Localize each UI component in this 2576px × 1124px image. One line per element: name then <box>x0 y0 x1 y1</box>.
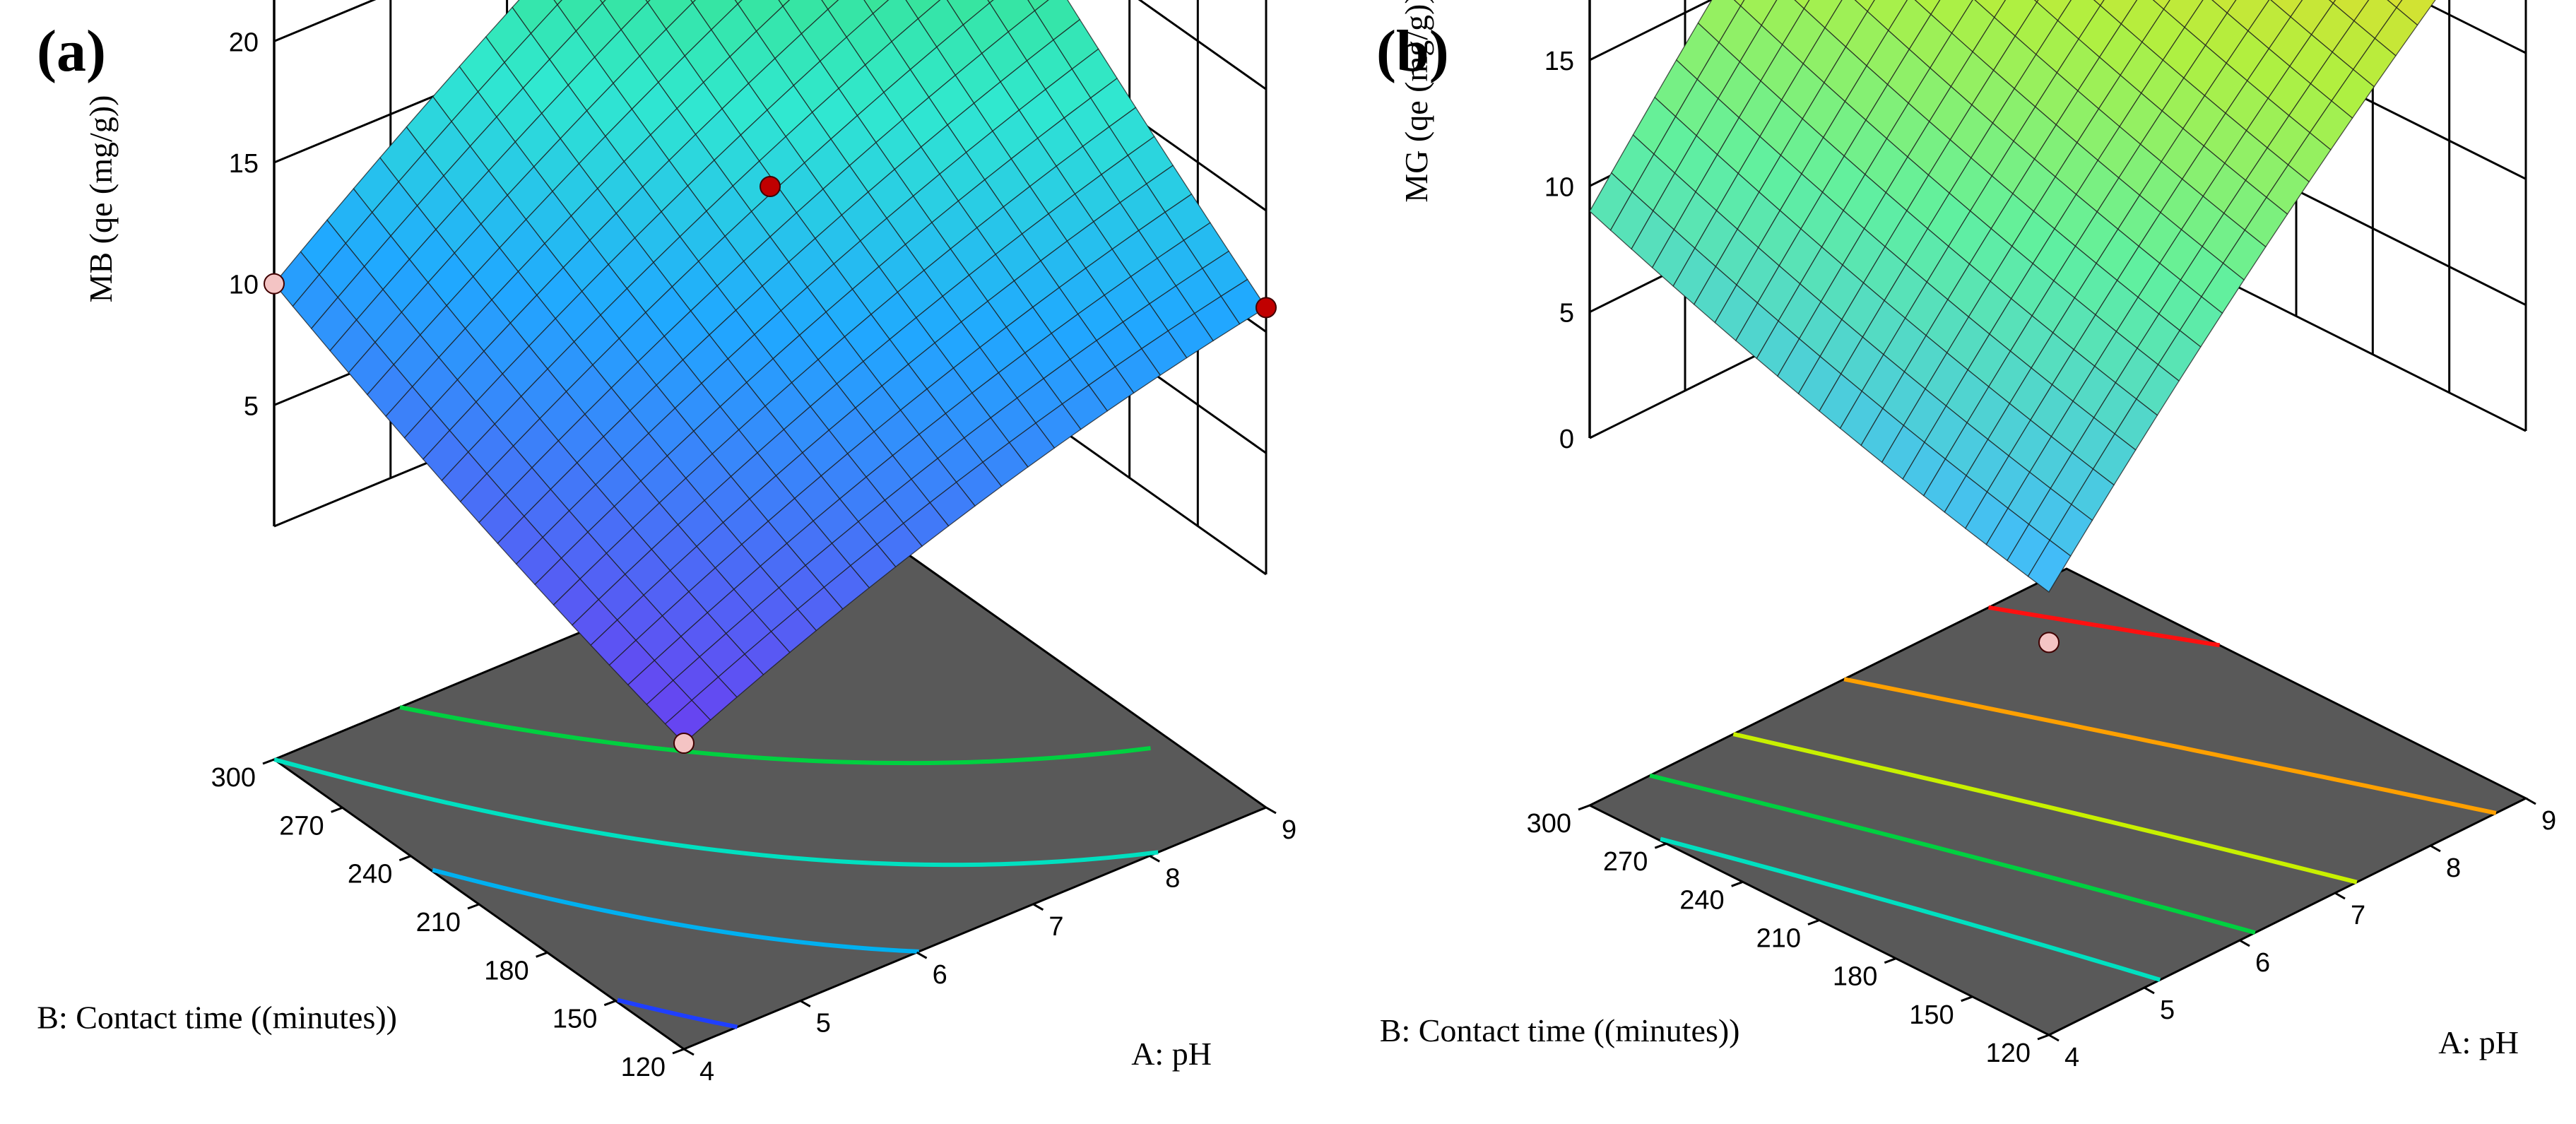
contour-line-1 <box>432 868 919 954</box>
floor <box>1587 567 2529 1036</box>
design-point-0 <box>264 273 285 295</box>
z-tick-label: 15 <box>1544 47 1574 76</box>
tick-labels: 051015202530456789120150180210240270300 <box>1527 47 2557 1072</box>
design-points <box>2038 632 2060 653</box>
z-tick-label: 20 <box>229 28 259 57</box>
y-tick-label: 270 <box>1603 847 1648 877</box>
y-tick-label: 150 <box>553 1005 597 1034</box>
y-tick-label: 210 <box>416 908 461 937</box>
z-tick-label: 10 <box>1544 172 1574 202</box>
y-axis-title: B: Contact time ((minutes)) <box>37 1000 397 1036</box>
z-tick-label: 5 <box>244 391 259 421</box>
y-tick-label: 180 <box>1833 962 1877 992</box>
x-tick-label: 4 <box>699 1057 714 1087</box>
panel-label: (a) <box>37 18 106 84</box>
contour-line-3 <box>399 705 1151 766</box>
z-tick-label: 10 <box>229 271 259 300</box>
panel-label: (b) <box>1376 18 1449 84</box>
design-point-1 <box>2038 632 2060 653</box>
response-surface <box>1589 0 2436 593</box>
surface-cell <box>1854 0 1875 13</box>
surface-cell <box>2387 0 2403 8</box>
x-axis-title: A: pH <box>2438 1024 2519 1060</box>
design-point-1 <box>673 733 695 754</box>
x-tick-label: 8 <box>2446 853 2461 883</box>
x-tick-label: 9 <box>1282 815 1296 845</box>
x-tick-label: 6 <box>2255 948 2270 978</box>
surface-cell <box>778 0 791 7</box>
y-tick-label: 150 <box>1909 1000 1954 1030</box>
contour-line-2 <box>273 757 1159 868</box>
y-tick-label: 300 <box>1527 809 1571 839</box>
contour-line-1 <box>1649 773 2256 935</box>
contour-line-3 <box>1843 677 2497 815</box>
x-tick-label: 5 <box>816 1009 831 1039</box>
y-tick-label: 210 <box>1756 924 1801 954</box>
surface-cell <box>553 0 563 6</box>
surface-cell <box>2027 539 2072 593</box>
z-axis-title: MG (qe (mg/g)) <box>1398 0 1434 203</box>
axis-titles: MB (qe (mg/g)) A: pH B: Contact time ((min… <box>37 95 1212 1072</box>
y-tick-label: 180 <box>484 956 528 986</box>
design-point-2 <box>760 176 781 197</box>
x-tick-label: 4 <box>2064 1043 2079 1072</box>
y-tick-label: 120 <box>1986 1039 2031 1068</box>
design-point-4 <box>1255 297 1277 319</box>
contour-line-4 <box>1987 605 2221 648</box>
contour-line-0 <box>617 998 738 1029</box>
x-tick-label: 5 <box>2160 995 2175 1025</box>
response-surface <box>273 0 1267 744</box>
contour-line-0 <box>1660 836 2161 982</box>
z-tick-label: 15 <box>229 149 259 179</box>
panel-a: 51015202530456789120150180210240270300MB… <box>37 0 1296 1087</box>
y-tick-label: 240 <box>1679 885 1724 915</box>
tick-labels: 51015202530456789120150180210240270300 <box>211 28 1297 1087</box>
surface-cell <box>863 0 890 15</box>
panel-b: 051015202530456789120150180210240270300M… <box>1376 0 2556 1072</box>
surface-cell <box>2093 0 2105 6</box>
y-tick-label: 120 <box>621 1053 666 1082</box>
x-axis-title: A: pH <box>1131 1036 1212 1072</box>
surface-cell <box>734 0 743 5</box>
surface-cell <box>664 699 711 744</box>
x-tick-label: 8 <box>1165 863 1180 893</box>
x-tick-label: 6 <box>933 960 947 990</box>
y-tick-label: 240 <box>348 860 392 889</box>
z-axis-title: MB (qe (mg/g)) <box>83 95 119 303</box>
y-axis-title: B: Contact time ((minutes)) <box>1380 1012 1740 1048</box>
surface-cell <box>1733 0 1745 7</box>
axis-titles: MG (qe (mg/g)) A: pH B: Contact time ((min… <box>1380 0 2519 1060</box>
y-tick-label: 270 <box>279 811 324 841</box>
y-tick-label: 300 <box>211 763 256 793</box>
x-tick-label: 7 <box>2351 901 2365 930</box>
surface-cell <box>2152 0 2170 11</box>
z-tick-label: 0 <box>1559 425 1574 454</box>
surface-cell <box>1794 0 1810 10</box>
surface-cell <box>821 0 839 11</box>
contour-line-2 <box>1732 732 2358 885</box>
x-tick-label: 7 <box>1048 912 1063 942</box>
design-points <box>264 176 1277 754</box>
z-tick-label: 5 <box>1559 299 1574 329</box>
x-tick-label: 9 <box>2541 806 2556 836</box>
